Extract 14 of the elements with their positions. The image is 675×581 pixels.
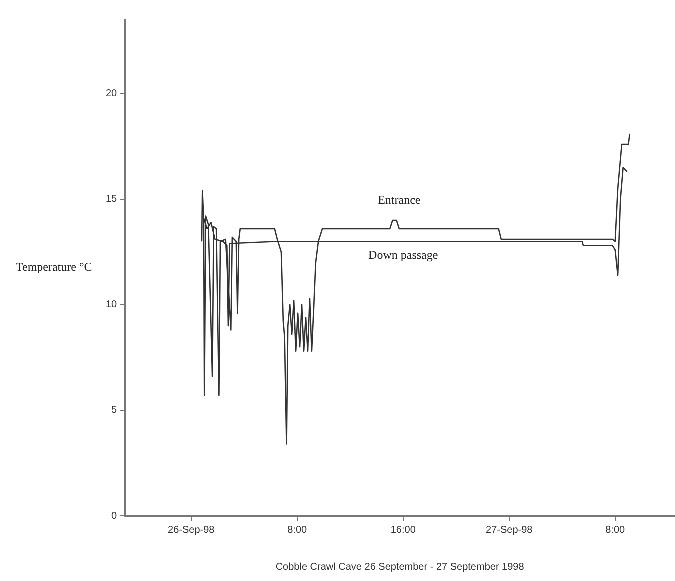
series-label: Entrance xyxy=(378,193,421,208)
y-tick-label: 5 xyxy=(112,405,118,416)
y-tick-label: 10 xyxy=(106,300,118,311)
y-tick-label: 20 xyxy=(106,88,118,100)
series-label: Down passage xyxy=(368,248,438,262)
x-tick-label: 16:00 xyxy=(390,524,416,536)
x-tick-label: 8:00 xyxy=(288,524,308,536)
y-axis-title: Temperature °C xyxy=(16,260,92,274)
y-tick-label: 0 xyxy=(112,510,118,522)
x-tick-label: 8:00 xyxy=(606,524,626,536)
x-axis-title: Cobble Crawl Cave 26 September - 27 September 1998 xyxy=(276,562,525,573)
x-tick-label: 26-Sep-98 xyxy=(168,524,216,536)
y-tick-label: 15 xyxy=(106,194,118,206)
x-tick-label: 27-Sep-98 xyxy=(486,524,534,536)
